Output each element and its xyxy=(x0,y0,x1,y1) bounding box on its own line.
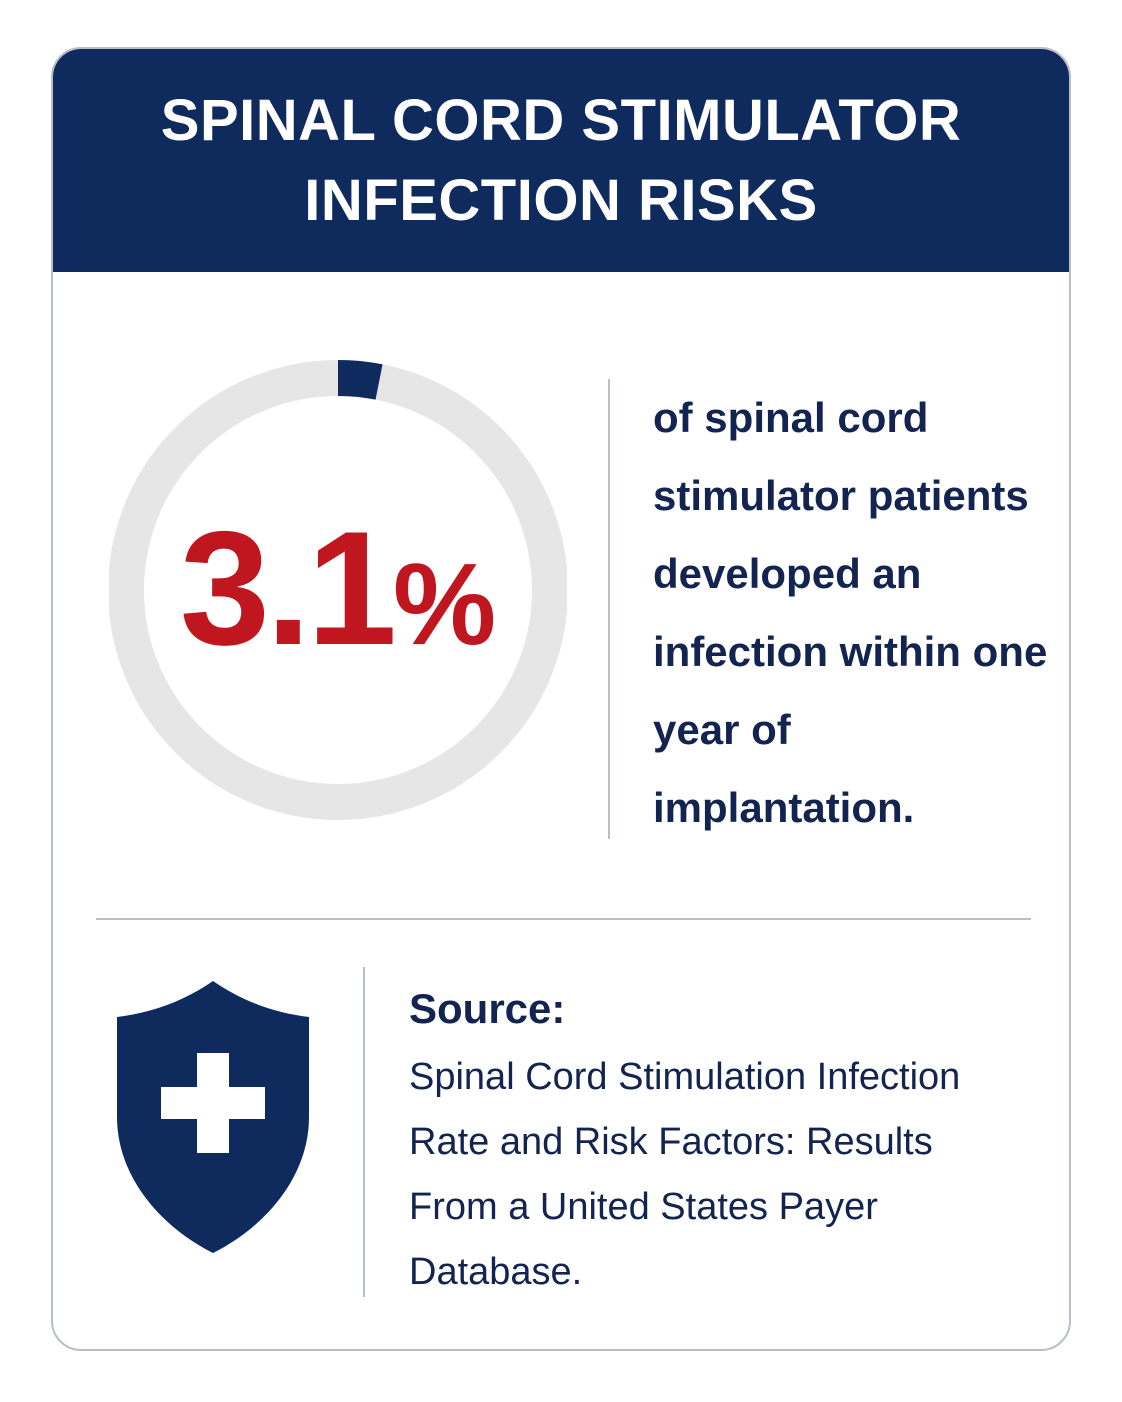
source-citation: Spinal Cord Stimulation Infection Rate a… xyxy=(409,1056,961,1293)
stat-number: 3.1 xyxy=(179,498,397,679)
header-banner: SPINAL CORD STIMULATOR INFECTION RISKS xyxy=(53,49,1069,272)
ring-progress-arc xyxy=(337,360,383,400)
page-title: SPINAL CORD STIMULATOR INFECTION RISKS xyxy=(160,87,962,233)
stat-description: of spinal cord stimulator patients devel… xyxy=(653,394,1048,831)
stat-percentage: 3.1% xyxy=(109,489,567,704)
shield-plus-icon xyxy=(117,981,309,1253)
plus-symbol xyxy=(161,1053,265,1153)
stat-unit: % xyxy=(393,539,497,669)
vertical-divider xyxy=(608,379,610,839)
percentage-ring xyxy=(109,360,567,820)
horizontal-divider xyxy=(96,918,1031,920)
vertical-divider-source xyxy=(363,967,365,1297)
source-label: Source: xyxy=(409,985,566,1032)
infographic-card: SPINAL CORD STIMULATOR INFECTION RISKS 3… xyxy=(51,47,1071,1351)
